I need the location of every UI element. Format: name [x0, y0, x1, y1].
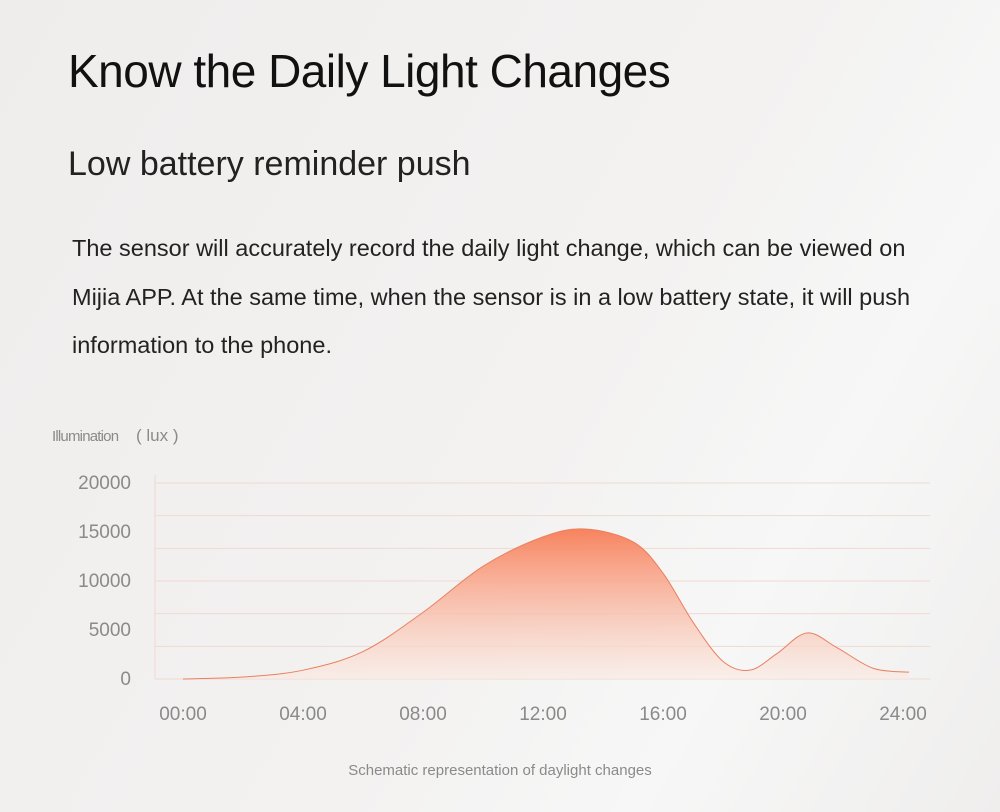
page-title: Know the Daily Light Changes	[68, 45, 671, 97]
x-tick-label: 20:00	[759, 704, 807, 725]
description-text: The sensor will accurately record the da…	[72, 235, 911, 358]
y-axis-label: Illumination	[52, 428, 119, 445]
page-subtitle: Low battery reminder push	[68, 145, 471, 183]
x-tick-label: 12:00	[519, 704, 567, 725]
x-tick-label: 04:00	[279, 704, 327, 725]
x-tick-label: 24:00	[879, 704, 927, 725]
y-tick-label: 20000	[78, 473, 131, 494]
x-tick-label: 16:00	[639, 704, 687, 725]
y-axis-unit: ( lux )	[136, 426, 179, 445]
y-tick-label: 10000	[78, 571, 131, 592]
y-tick-label: 5000	[89, 620, 131, 641]
illumination-line	[182, 528, 910, 680]
x-axis-caption: Schematic representation of daylight cha…	[348, 762, 652, 779]
x-tick-label: 08:00	[399, 704, 447, 725]
illumination-area	[183, 528, 909, 679]
x-tick-label: 00:00	[159, 704, 207, 725]
y-tick-label: 15000	[78, 522, 131, 543]
y-tick-label: 0	[120, 669, 131, 690]
